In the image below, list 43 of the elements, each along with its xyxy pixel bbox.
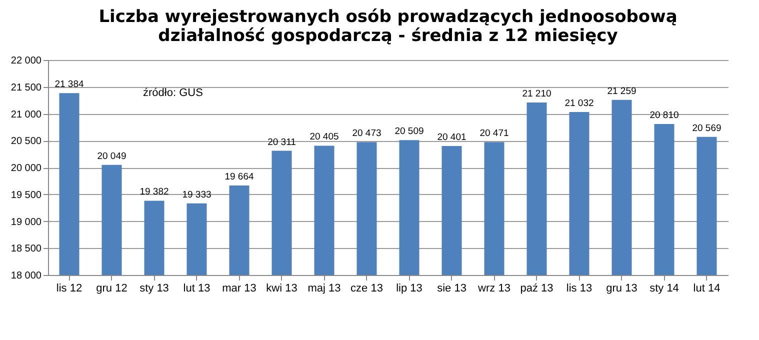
data-label: 20 509 <box>394 126 424 138</box>
data-label: 20 311 <box>268 136 296 148</box>
x-tick-label: lut 13 <box>183 282 210 294</box>
chart-title: Liczba wyrejestrowanych osób prowadzących jednoosobową działalność gospodarczą - średnia z 12 miesięcy <box>98 7 678 46</box>
x-tick-label: lis 13 <box>566 282 592 294</box>
annotation: źródło: GUS <box>143 87 203 99</box>
x-tick-label: sty 14 <box>650 282 679 294</box>
data-label: 20 569 <box>692 122 722 134</box>
x-tick-label: mar 13 <box>222 282 256 294</box>
data-label: 21 259 <box>607 86 636 97</box>
y-tick-label: 20 000 <box>10 163 42 174</box>
y-tick-label: 22 000 <box>10 56 42 66</box>
data-label: 20 471 <box>480 128 509 140</box>
data-label: 21 210 <box>522 88 552 100</box>
data-label: 19 664 <box>224 172 254 183</box>
x-tick-label: paź 13 <box>520 282 554 294</box>
data-label: 20 401 <box>437 132 466 143</box>
x-tick-label: kwi 13 <box>266 282 298 294</box>
x-tick-label: lut 14 <box>693 282 720 294</box>
y-tick-label: 18 500 <box>10 244 42 255</box>
data-label: 20 810 <box>650 110 679 121</box>
y-tick-label: 19 000 <box>10 216 42 228</box>
data-label: 21 032 <box>564 98 594 110</box>
y-tick-label: 18 000 <box>10 270 42 282</box>
data-label: 20 049 <box>97 150 126 162</box>
y-tick-label: 19 500 <box>10 190 42 201</box>
y-tick-label: 21 000 <box>10 109 42 120</box>
x-tick-label: lip 13 <box>396 282 422 294</box>
data-label: 21 384 <box>54 79 84 90</box>
y-tick-label: 21 500 <box>10 82 42 94</box>
data-label: 20 473 <box>352 128 382 140</box>
x-tick-label: wrz 13 <box>477 282 510 294</box>
x-tick-label: sty 13 <box>140 282 169 294</box>
x-tick-label: sie 13 <box>437 282 466 294</box>
x-tick-label: cze 13 <box>350 282 383 294</box>
y-tick-label: 20 500 <box>10 136 42 148</box>
x-tick-label: gru 13 <box>606 282 638 294</box>
data-label: 19 382 <box>140 186 169 198</box>
x-tick-label: maj 13 <box>308 282 341 294</box>
x-tick-label: gru 12 <box>96 282 128 294</box>
data-label: 19 333 <box>182 189 212 200</box>
x-tick-label: lis 12 <box>56 282 82 294</box>
data-label: 20 405 <box>310 132 339 143</box>
